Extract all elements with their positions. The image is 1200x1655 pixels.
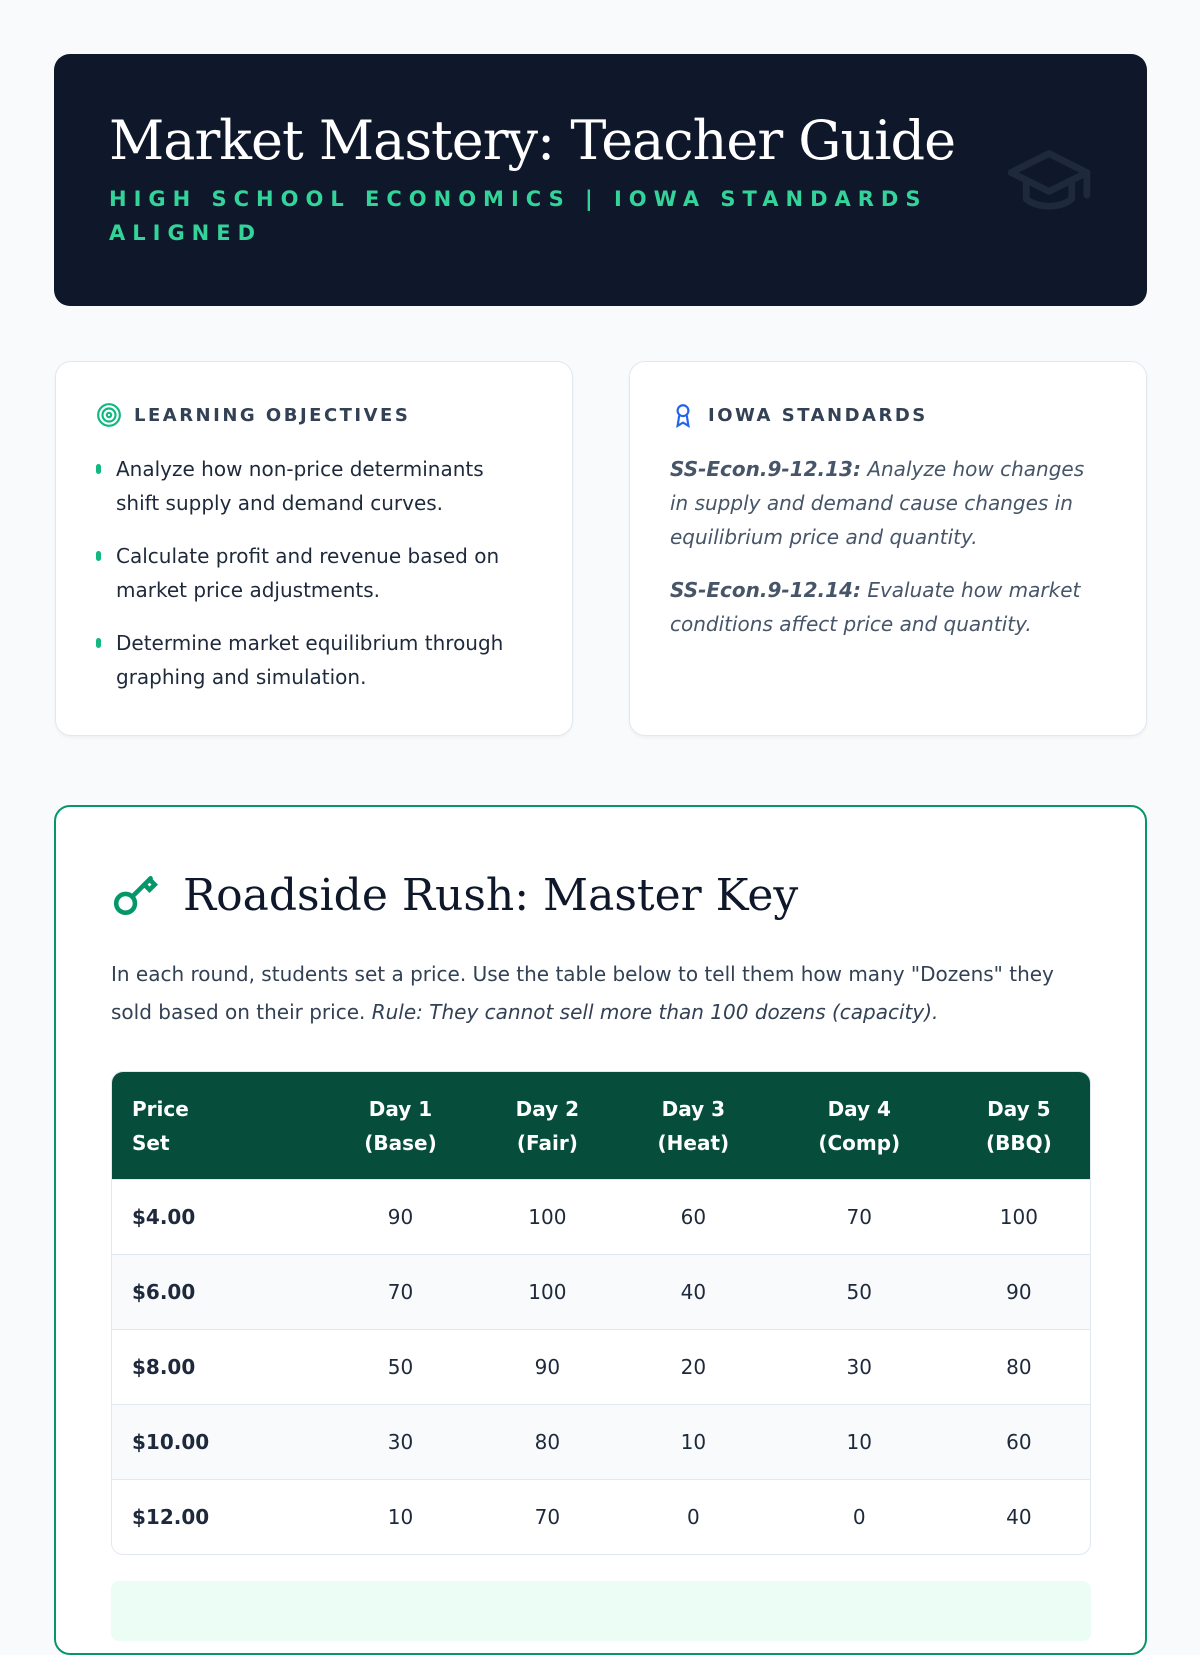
table-cell: 90	[947, 1254, 1090, 1329]
learning-objectives-card: LEARNING OBJECTIVES Analyze how non-pric…	[55, 361, 573, 736]
header-line: (Heat)	[657, 1130, 730, 1155]
header-line: Price	[132, 1096, 189, 1121]
header-line: (Base)	[364, 1130, 437, 1155]
table-cell: 70	[478, 1479, 616, 1554]
table-cell: $8.00	[112, 1329, 323, 1404]
objective-item: Determine market equilibrium through gra…	[96, 626, 532, 694]
table-row: $4.00 90 100 60 70 100	[112, 1179, 1090, 1254]
table-row: $8.00 50 90 20 30 80	[112, 1329, 1090, 1404]
column-header: Day 5 (BBQ)	[947, 1072, 1090, 1179]
header-line: (Fair)	[516, 1130, 578, 1155]
table-cell: 0	[615, 1479, 771, 1554]
key-icon	[113, 876, 158, 915]
header-line: Day 4	[827, 1096, 891, 1121]
card-title: LEARNING OBJECTIVES	[134, 404, 411, 426]
table-cell: 100	[478, 1179, 616, 1254]
table-cell: 90	[478, 1329, 616, 1404]
header-line: Day 3	[661, 1096, 726, 1121]
intro-text: In each round, students set a price. Use…	[111, 962, 1054, 1024]
standard-item: SS-Econ.9-12.14: Evaluate how market con…	[670, 573, 1106, 641]
table-row: $10.00 30 80 10 10 60	[112, 1404, 1090, 1479]
table-cell: $12.00	[112, 1479, 323, 1554]
table-cell: 30	[322, 1404, 479, 1479]
table-cell: 70	[770, 1179, 948, 1254]
objective-item: Analyze how non-price determinants shift…	[96, 452, 532, 520]
page-title: Market Mastery: Teacher Guide	[109, 109, 956, 172]
table-cell: 80	[947, 1329, 1090, 1404]
column-header: Day 1 (Base)	[322, 1072, 479, 1179]
standard-text: Analyze how changes in supply and demand…	[670, 457, 1085, 549]
table-cell: 10	[322, 1479, 479, 1554]
table-cell: 10	[615, 1404, 771, 1479]
table-cell: 0	[770, 1479, 948, 1554]
section-title: Roadside Rush: Master Key	[183, 869, 799, 921]
iowa-standards-card: IOWA STANDARDS SS-Econ.9-12.13: Analyze …	[629, 361, 1147, 736]
target-icon	[97, 403, 121, 427]
table-cell: 40	[615, 1254, 771, 1329]
page-header: Market Mastery: Teacher Guide HIGH SCHOO…	[54, 54, 1147, 306]
header-line: (Comp)	[818, 1130, 901, 1155]
standard-item: SS-Econ.9-12.13: Analyze how changes in …	[670, 452, 1106, 554]
table-cell: $6.00	[112, 1254, 323, 1329]
column-header: Day 2 (Fair)	[478, 1072, 616, 1179]
column-header: Day 4 (Comp)	[770, 1072, 948, 1179]
table-cell: 90	[322, 1179, 479, 1254]
table-row: $6.00 70 100 40 50 90	[112, 1254, 1090, 1329]
table-cell: 50	[770, 1254, 948, 1329]
header-line: Day 2	[515, 1096, 580, 1121]
table-cell: 10	[770, 1404, 948, 1479]
table-cell: $4.00	[112, 1179, 323, 1254]
demand-table: Price Set Day 1 (Base) Day 2 (Fair) Day 3 (Heat…	[111, 1071, 1091, 1555]
standard-code: SS-Econ.9-12.13:	[670, 457, 861, 481]
master-key-section: Roadside Rush: Master Key In each round,…	[54, 805, 1147, 1655]
column-header: Price Set	[112, 1072, 323, 1179]
table-cell: 100	[947, 1179, 1090, 1254]
header-line: Set	[132, 1130, 170, 1155]
table-cell: 30	[770, 1329, 948, 1404]
page-subtitle: HIGH SCHOOL ECONOMICS | IOWA STANDARDS A…	[109, 187, 928, 245]
table-cell: 60	[947, 1404, 1090, 1479]
table-cell: 20	[615, 1329, 771, 1404]
table-cell: 70	[322, 1254, 479, 1329]
table-cell: 80	[478, 1404, 616, 1479]
header-line: (BBQ)	[985, 1130, 1052, 1155]
award-icon	[676, 404, 690, 428]
standard-text: Evaluate how market conditions affect pr…	[670, 578, 1081, 636]
column-header: Day 3 (Heat)	[615, 1072, 771, 1179]
header-line: Day 5	[987, 1096, 1051, 1121]
table-row: $12.00 10 70 0 0 40	[112, 1479, 1090, 1554]
table-cell: 50	[322, 1329, 479, 1404]
table-cell: 40	[947, 1479, 1090, 1554]
header-line: Day 1	[368, 1096, 433, 1121]
section-intro: In each round, students set a price. Use…	[111, 955, 1090, 1031]
table-cell: 60	[615, 1179, 771, 1254]
table-cell: 100	[478, 1254, 616, 1329]
graduation-cap-icon	[1007, 150, 1091, 210]
card-title: IOWA STANDARDS	[708, 404, 928, 426]
standard-code: SS-Econ.9-12.14:	[670, 578, 861, 602]
objective-item: Calculate profit and revenue based on ma…	[96, 539, 532, 607]
note-box	[111, 1581, 1091, 1641]
rule-text: Rule: They cannot sell more than 100 doz…	[371, 1000, 939, 1024]
table-cell: $10.00	[112, 1404, 323, 1479]
